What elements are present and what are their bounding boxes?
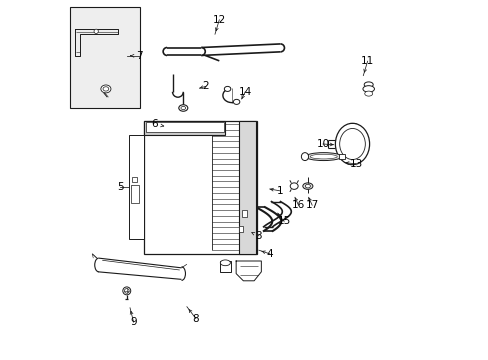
Circle shape (94, 29, 98, 33)
Ellipse shape (335, 123, 369, 165)
Ellipse shape (362, 86, 374, 92)
Bar (131, 185, 139, 203)
Ellipse shape (124, 289, 129, 293)
Text: 15: 15 (277, 216, 290, 226)
Ellipse shape (181, 107, 185, 110)
Text: 11: 11 (360, 56, 373, 66)
Text: 9: 9 (130, 317, 137, 327)
Ellipse shape (339, 129, 365, 159)
Ellipse shape (179, 105, 187, 111)
Bar (238, 121, 256, 254)
Ellipse shape (305, 184, 310, 188)
Bar (338, 154, 345, 159)
Text: 7: 7 (136, 51, 142, 61)
Text: 13: 13 (349, 159, 362, 169)
Bar (143, 121, 257, 254)
Text: 16: 16 (291, 200, 305, 210)
Text: 5: 5 (117, 182, 123, 192)
Text: 2: 2 (202, 81, 208, 91)
Ellipse shape (224, 86, 230, 91)
Ellipse shape (233, 99, 239, 104)
Ellipse shape (309, 154, 337, 159)
Bar (238, 226, 243, 232)
Ellipse shape (220, 260, 230, 266)
Ellipse shape (302, 183, 312, 189)
Bar (242, 210, 246, 216)
Ellipse shape (101, 85, 111, 93)
Bar (70, 7, 140, 108)
Ellipse shape (289, 183, 298, 189)
Bar (220, 261, 230, 272)
Text: 14: 14 (238, 87, 251, 97)
Text: 4: 4 (266, 249, 272, 259)
Text: 6: 6 (151, 119, 158, 129)
Bar (132, 177, 136, 182)
Ellipse shape (301, 153, 308, 161)
Bar (129, 135, 143, 239)
Ellipse shape (103, 87, 108, 91)
Text: 8: 8 (192, 314, 199, 324)
Text: 12: 12 (212, 15, 225, 25)
Bar (145, 122, 223, 132)
Text: 3: 3 (255, 231, 262, 241)
Ellipse shape (364, 91, 372, 96)
Ellipse shape (122, 287, 130, 295)
Ellipse shape (305, 153, 341, 161)
Bar (143, 121, 225, 135)
Text: 1: 1 (276, 186, 283, 196)
Text: 17: 17 (305, 200, 318, 210)
Ellipse shape (364, 82, 372, 87)
Text: 10: 10 (316, 139, 329, 149)
